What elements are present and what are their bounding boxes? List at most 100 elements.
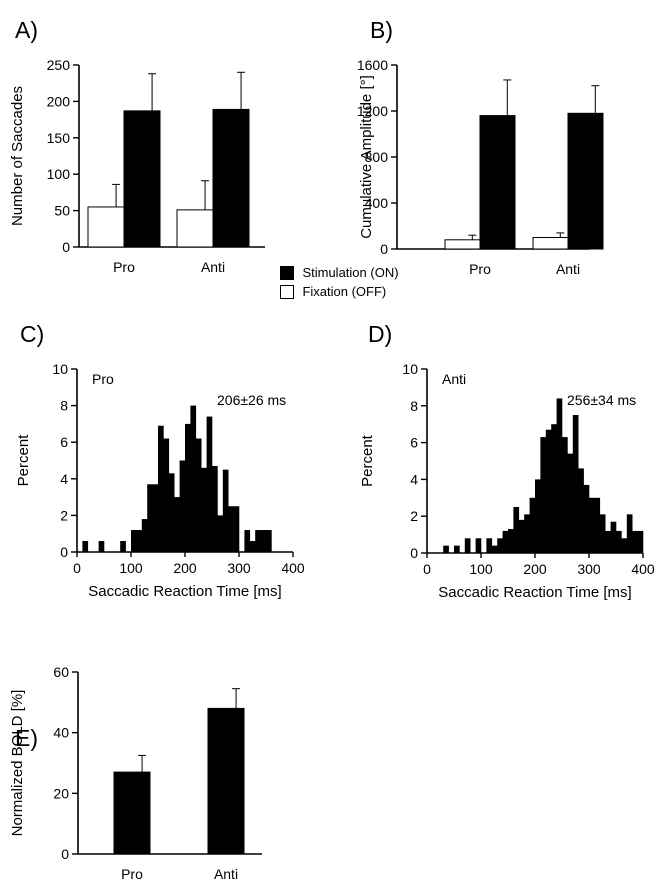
histogram-bar — [562, 437, 568, 553]
histogram-bar — [266, 530, 272, 552]
x-tick-label: 200 — [523, 561, 547, 577]
histogram-bar — [611, 522, 617, 553]
bar-on-anti — [208, 708, 244, 854]
panel-A: A) 0 50 100 150 200 250 Number of Saccades Pro An… — [9, 17, 265, 275]
histogram-bar — [228, 506, 234, 552]
y-tick-label: 50 — [54, 203, 70, 219]
histogram-bar — [519, 520, 525, 553]
y-tick-label: 0 — [410, 545, 418, 561]
bar-on-pro — [124, 111, 160, 247]
histogram-bar — [584, 485, 590, 553]
histogram-bar — [153, 484, 159, 552]
legend-label-off: Fixation (OFF) — [302, 284, 386, 299]
x-tick-label: 300 — [577, 561, 601, 577]
histogram-bar — [147, 484, 153, 552]
bar-on-anti — [213, 109, 249, 247]
histogram-bar — [207, 417, 213, 552]
y-tick-label: 1600 — [357, 57, 388, 73]
histogram-bar — [180, 461, 186, 553]
x-category-label: Anti — [214, 866, 238, 881]
panel-D: D)0246810Percent0 100 200 300 400Anti256±34 … — [359, 321, 655, 601]
condition-label: Anti — [442, 371, 466, 387]
histogram-bar — [185, 424, 191, 552]
y-tick-label: 10 — [52, 361, 68, 377]
legend-item-on: Stimulation (ON) — [280, 264, 399, 280]
mean-annotation: 256±34 ms — [567, 392, 636, 408]
bar-on-pro — [114, 772, 150, 854]
histogram-bar — [223, 470, 229, 552]
y-tick-label: 6 — [410, 435, 418, 451]
y-tick-label: 150 — [47, 130, 71, 146]
y-tick-label: 0 — [380, 241, 388, 257]
y-tick-label: 250 — [47, 57, 71, 73]
legend-item-off: Fixation (OFF) — [280, 283, 386, 299]
histogram-bar — [573, 415, 579, 553]
histogram-bar — [492, 546, 498, 553]
histogram-bar — [557, 398, 563, 553]
histogram-bar — [99, 541, 105, 552]
panel-label: B) — [370, 17, 393, 43]
x-tick-label: 400 — [631, 561, 655, 577]
histogram-bar — [503, 531, 509, 553]
histogram-bar — [567, 454, 573, 553]
y-tick-label: 8 — [60, 398, 68, 414]
x-category-label: Anti — [556, 261, 580, 277]
histogram-bar — [443, 546, 449, 553]
y-tick-label: 100 — [47, 166, 71, 182]
histogram-bar — [627, 514, 633, 553]
panel-label: A) — [15, 17, 38, 43]
histogram-bar — [82, 541, 88, 552]
histogram-bar — [594, 498, 600, 553]
legend-swatch-off — [280, 285, 294, 299]
histogram-bar — [524, 514, 530, 553]
histogram-bar — [551, 424, 557, 553]
histogram-bar — [212, 466, 218, 552]
histogram-bar — [578, 468, 584, 553]
histogram-bar — [136, 530, 142, 552]
histogram-bar — [169, 473, 175, 552]
y-tick-label: 0 — [60, 544, 68, 560]
histogram-bar — [142, 519, 148, 552]
y-tick-label: 0 — [61, 846, 69, 862]
histogram-bar — [513, 507, 519, 553]
histogram-bar — [201, 468, 207, 552]
histogram-bar — [605, 531, 611, 553]
y-axis-title: Normalized BOLD [%] — [9, 690, 26, 837]
histogram-bar — [174, 497, 180, 552]
x-category-label: Anti — [201, 259, 225, 275]
bar-off-pro — [88, 207, 124, 247]
y-tick-label: 2 — [410, 508, 418, 524]
x-tick-label: 100 — [469, 561, 493, 577]
bar-off-anti — [533, 238, 568, 250]
histogram-bar — [190, 406, 196, 552]
histogram-bar — [486, 538, 492, 553]
histogram-bar — [540, 437, 546, 553]
x-tick-label: 300 — [227, 560, 251, 576]
bar-on-pro — [480, 116, 515, 249]
histogram-bar — [632, 531, 638, 553]
panel-B: B) 0 400 800 1200 1600 Cumulative Amplitude [°… — [357, 17, 603, 277]
histogram-bar — [454, 546, 460, 553]
y-axis-title: Percent — [359, 434, 376, 487]
histogram-bar — [196, 439, 202, 552]
histogram-bar — [546, 430, 552, 553]
histogram-bar — [131, 530, 137, 552]
y-axis-title: Cumulative Amplitude [°] — [358, 75, 375, 239]
histogram-bar — [261, 530, 267, 552]
x-tick-label: 400 — [281, 560, 305, 576]
y-tick-label: 200 — [47, 93, 71, 109]
histogram-bar — [163, 439, 169, 552]
histogram-bar — [234, 506, 240, 552]
y-axis-title: Number of Saccades — [9, 86, 26, 226]
panel-label: C) — [20, 321, 44, 347]
bar-on-anti — [568, 113, 603, 249]
histogram-bar — [158, 426, 164, 552]
x-axis-title: Saccadic Reaction Time [ms] — [88, 583, 281, 600]
histogram-bar — [255, 530, 261, 552]
x-category-label: Pro — [469, 261, 491, 277]
histogram-bar — [120, 541, 126, 552]
x-tick-label: 200 — [173, 560, 197, 576]
condition-label: Pro — [92, 371, 114, 387]
y-tick-label: 60 — [53, 664, 69, 680]
